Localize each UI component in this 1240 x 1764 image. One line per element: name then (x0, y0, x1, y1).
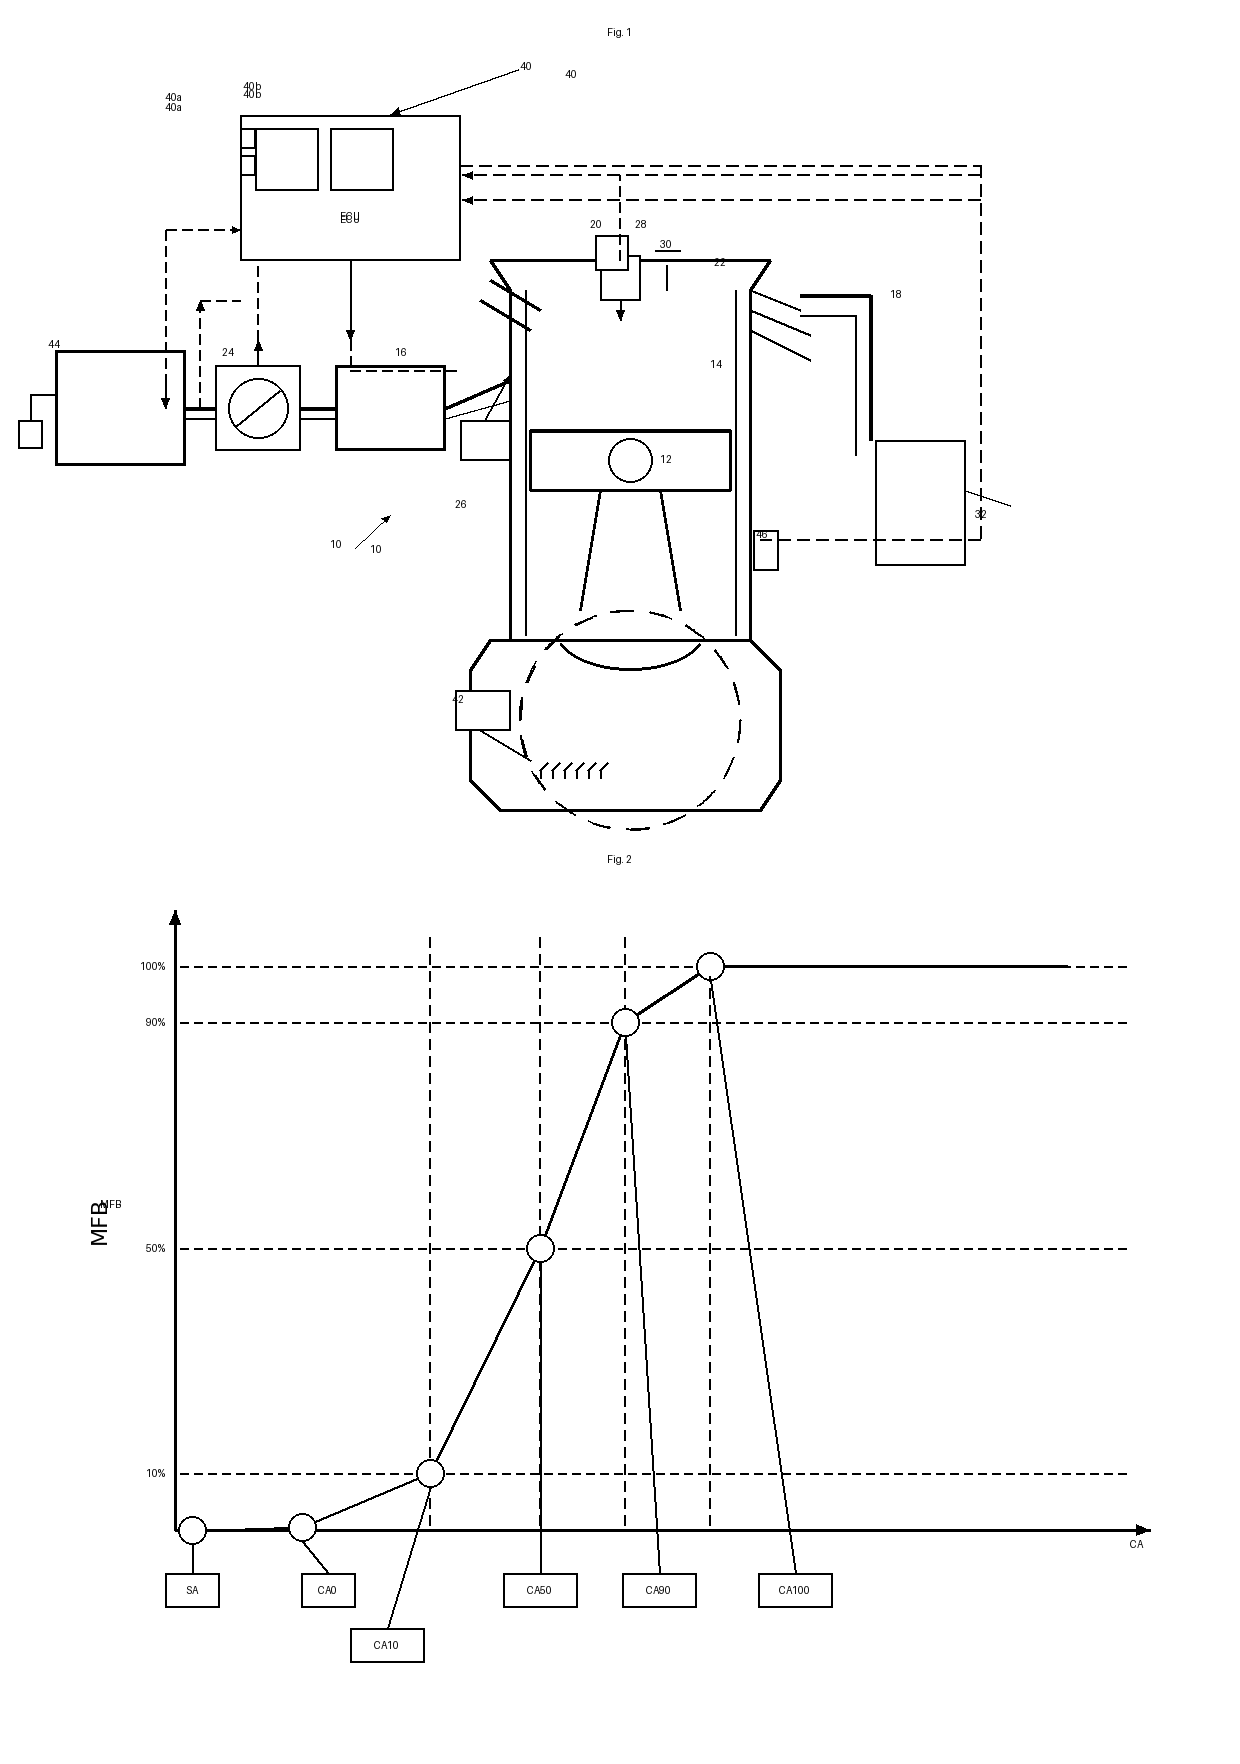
Text: MFB: MFB (91, 1196, 110, 1244)
